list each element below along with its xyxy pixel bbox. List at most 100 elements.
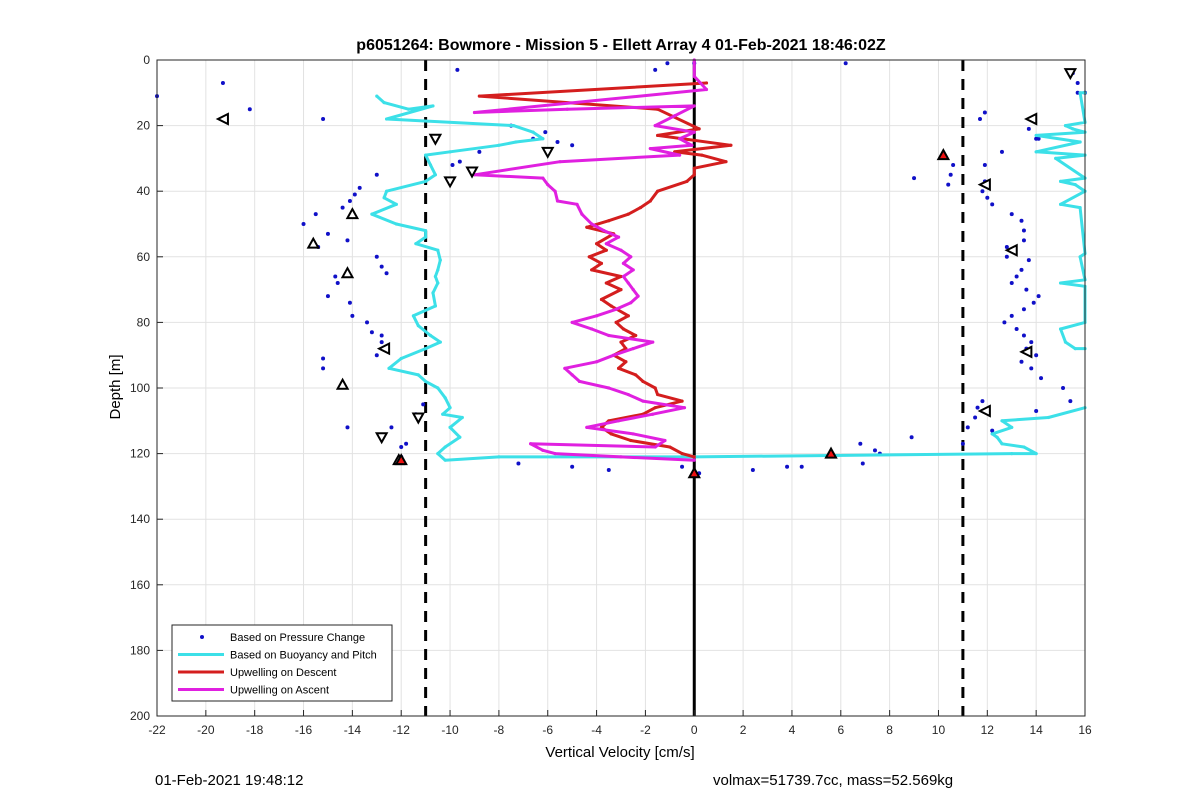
series-vertex xyxy=(600,262,603,265)
series-vertex xyxy=(514,140,517,143)
series-vertex xyxy=(1064,340,1067,343)
pressure-point xyxy=(345,238,349,242)
series-vertex xyxy=(448,150,451,153)
x-tick-label: 10 xyxy=(932,723,946,737)
pressure-point xyxy=(980,399,984,403)
triangle-marker xyxy=(980,406,990,416)
series-vertex xyxy=(634,373,637,376)
triangle-marker xyxy=(938,150,948,159)
series-vertex xyxy=(607,334,610,337)
pressure-point xyxy=(350,314,354,318)
pressure-point xyxy=(345,425,349,429)
series-vertex xyxy=(693,68,696,71)
chart-title: p6051264: Bowmore - Mission 5 - Ellett A… xyxy=(356,37,886,54)
pressure-point xyxy=(985,196,989,200)
series-vertex xyxy=(617,367,620,370)
series-vertex xyxy=(429,163,432,166)
pressure-point xyxy=(1034,137,1038,141)
pressure-point xyxy=(353,192,357,196)
series-vertex xyxy=(444,459,447,462)
series-line xyxy=(475,60,707,460)
pressure-point xyxy=(1076,81,1080,85)
series-vertex xyxy=(571,373,574,376)
series-vertex xyxy=(995,436,998,439)
pressure-point xyxy=(399,445,403,449)
pressure-point xyxy=(248,107,252,111)
series-vertex xyxy=(370,213,373,216)
series-vertex xyxy=(553,452,556,455)
triangle-marker xyxy=(338,380,348,389)
series-vertex xyxy=(693,173,696,176)
series-vertex xyxy=(429,334,432,337)
triangle-marker xyxy=(377,433,387,442)
pressure-point xyxy=(358,186,362,190)
pressure-point xyxy=(976,406,980,410)
series-vertex xyxy=(632,288,635,291)
series-vertex xyxy=(629,439,632,442)
series-vertex xyxy=(473,111,476,114)
x-tick-label: 2 xyxy=(740,723,747,737)
series-vertex xyxy=(436,268,439,271)
series-vertex xyxy=(439,340,442,343)
pressure-point xyxy=(455,68,459,72)
series-vertex xyxy=(412,314,415,317)
series-vertex xyxy=(627,314,630,317)
series-vertex xyxy=(385,117,388,120)
series-vertex xyxy=(678,137,681,140)
pressure-point xyxy=(1039,376,1043,380)
pressure-point xyxy=(221,81,225,85)
x-tick-label: -20 xyxy=(197,723,215,737)
y-tick-label: 40 xyxy=(137,184,151,198)
series-vertex xyxy=(1035,134,1038,137)
x-tick-label: -22 xyxy=(148,723,166,737)
pressure-point xyxy=(1022,334,1026,338)
series-vertex xyxy=(558,160,561,163)
series-vertex xyxy=(607,219,610,222)
series-vertex xyxy=(693,131,696,134)
series-group xyxy=(396,150,948,477)
series-vertex xyxy=(590,268,593,271)
pressure-point xyxy=(341,206,345,210)
series-vertex xyxy=(595,360,598,363)
y-tick-label: 20 xyxy=(137,119,151,133)
pressure-point xyxy=(421,402,425,406)
series-vertex xyxy=(724,160,727,163)
triangle-marker xyxy=(543,148,553,157)
series-vertex xyxy=(605,281,608,284)
series-vertex xyxy=(424,229,427,232)
series-vertex xyxy=(656,393,659,396)
triangle-marker xyxy=(826,449,836,458)
pressure-point xyxy=(321,117,325,121)
series-vertex xyxy=(512,124,515,127)
series-vertex xyxy=(622,262,625,265)
series-vertex xyxy=(395,222,398,225)
pressure-point xyxy=(980,189,984,193)
series-vertex xyxy=(431,291,434,294)
series-vertex xyxy=(383,101,386,104)
series-vertex xyxy=(654,124,657,127)
series-vertex xyxy=(1074,347,1077,350)
x-tick-label: -16 xyxy=(295,723,313,737)
series-vertex xyxy=(632,347,635,350)
triangle-marker xyxy=(308,239,318,248)
y-tick-label: 0 xyxy=(143,53,150,67)
pressure-point xyxy=(978,117,982,121)
series-vertex xyxy=(1079,140,1082,143)
series-vertex xyxy=(431,104,434,107)
series-group xyxy=(308,209,403,464)
series-vertex xyxy=(619,340,622,343)
y-tick-label: 80 xyxy=(137,315,151,329)
x-tick-label: -8 xyxy=(494,723,505,737)
series-vertex xyxy=(617,236,620,239)
pressure-point xyxy=(665,61,669,65)
pressure-point xyxy=(458,160,462,164)
series-vertex xyxy=(578,380,581,383)
series-vertex xyxy=(541,176,544,179)
x-tick-label: 0 xyxy=(691,723,698,737)
series-vertex xyxy=(627,213,630,216)
pressure-point xyxy=(680,465,684,469)
series-vertex xyxy=(654,445,657,448)
pressure-point xyxy=(404,442,408,446)
series-vertex xyxy=(385,190,388,193)
y-tick-label: 100 xyxy=(130,381,150,395)
